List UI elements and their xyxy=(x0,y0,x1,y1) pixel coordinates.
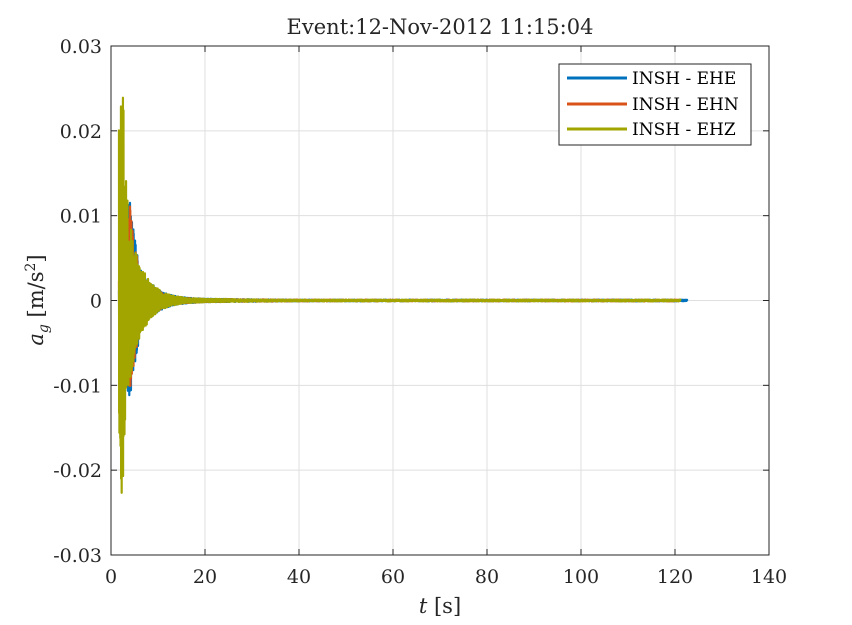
y-axis-unit: [m/s xyxy=(24,271,48,324)
legend-label-ehz: INSH - EHZ xyxy=(632,120,736,140)
x-tick-labels: 0 20 40 60 80 100 120 140 xyxy=(105,566,787,588)
x-axis-variable: t xyxy=(419,594,428,618)
x-tick-label: 80 xyxy=(475,566,499,588)
x-axis-unit: [s] xyxy=(427,594,461,618)
legend-label-ehn: INSH - EHN xyxy=(632,95,739,115)
y-tick-label: -0.01 xyxy=(53,375,102,397)
y-tick-label: -0.03 xyxy=(53,545,102,567)
x-tick-label: 20 xyxy=(193,566,217,588)
y-axis-superscript: 2 xyxy=(23,263,39,272)
y-tick-label: 0 xyxy=(90,291,102,313)
chart-title: Event:12-Nov-2012 11:15:04 xyxy=(287,15,594,39)
y-tick-labels: -0.03 -0.02 -0.01 0 0.01 0.02 0.03 xyxy=(53,36,102,567)
y-tick-label: -0.02 xyxy=(53,460,102,482)
x-tick-label: 120 xyxy=(657,566,693,588)
legend-label-ehe: INSH - EHE xyxy=(632,69,736,89)
series-line-ehz xyxy=(117,96,682,494)
y-tick-label: 0.01 xyxy=(60,206,102,228)
series-layer xyxy=(117,96,689,494)
x-tick-label: 40 xyxy=(287,566,311,588)
x-axis-label: t [s] xyxy=(419,594,461,618)
y-axis-variable: a xyxy=(24,333,48,346)
x-tick-label: 100 xyxy=(563,566,599,588)
legend: INSH - EHE INSH - EHN INSH - EHZ xyxy=(558,63,752,146)
y-axis-unit-close: ] xyxy=(24,254,48,262)
y-axis-subscript: g xyxy=(36,324,52,333)
x-tick-label: 140 xyxy=(751,566,787,588)
x-tick-label: 0 xyxy=(105,566,117,588)
y-tick-label: 0.03 xyxy=(60,36,102,58)
y-axis-label: ag [m/s2] xyxy=(23,254,52,345)
tick-marks xyxy=(110,45,770,556)
x-tick-label: 60 xyxy=(381,566,405,588)
y-tick-label: 0.02 xyxy=(60,121,102,143)
